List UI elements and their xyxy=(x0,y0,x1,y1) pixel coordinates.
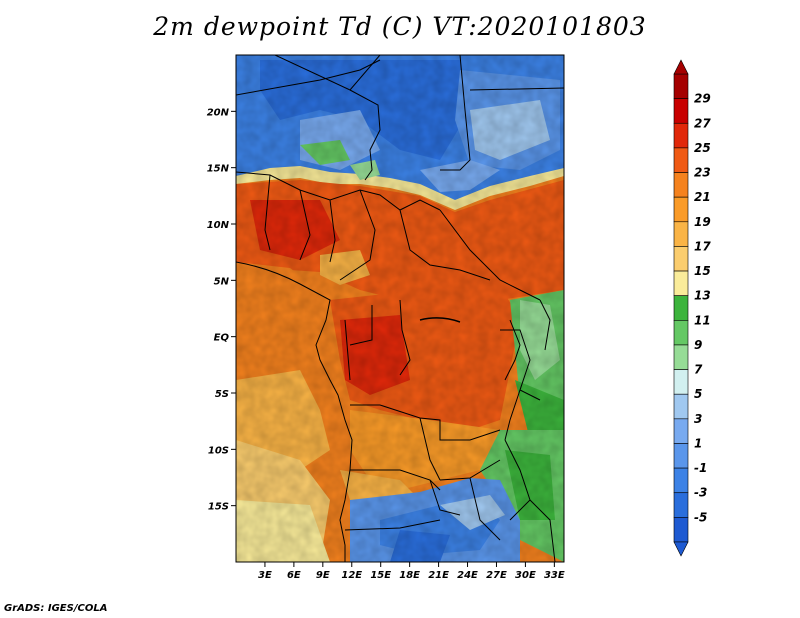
colorbar-label: 23 xyxy=(694,166,711,180)
dewpoint-field xyxy=(236,55,564,562)
colorbar-swatch xyxy=(673,418,689,444)
colorbar-label: 29 xyxy=(694,92,711,106)
colorbar-swatch xyxy=(673,393,689,420)
x-tick-label: 9E xyxy=(316,570,330,581)
x-tick-label: 15E xyxy=(370,570,391,581)
colorbar-swatch xyxy=(673,172,689,198)
colorbar-swatch xyxy=(673,196,689,223)
colorbar-label: 17 xyxy=(694,239,711,253)
x-tick-label: 24E xyxy=(457,570,478,581)
x-tick-label: 3E xyxy=(258,570,272,581)
colorbar-swatch xyxy=(673,344,689,370)
colorbar-swatch xyxy=(673,270,689,296)
x-tick-label: 30E xyxy=(515,570,536,581)
colorbar-label: -5 xyxy=(694,510,707,524)
colorbar-swatch xyxy=(673,295,689,321)
colorbar-swatch xyxy=(673,517,689,543)
colorbar-swatch xyxy=(673,246,689,272)
colorbar-label: 27 xyxy=(694,116,711,130)
colorbar-swatch xyxy=(673,492,689,518)
y-tick-label: 5S xyxy=(215,389,229,400)
colorbar-swatch xyxy=(673,443,689,469)
y-tick-label: 5N xyxy=(214,276,230,287)
y-tick-label: EQ xyxy=(214,333,230,344)
x-axis: 3E 6E 9E 12E 15E 18E 21E 24E 27E 30E 33E xyxy=(258,562,565,581)
y-axis: 20N 15N 10N 5N EQ 5S 10S 15S xyxy=(207,107,236,513)
y-tick-label: 15N xyxy=(207,164,230,175)
x-tick-label: 27E xyxy=(486,570,507,581)
colorbar-label: 1 xyxy=(694,436,702,450)
colorbar-label: 21 xyxy=(694,190,711,204)
y-tick-label: 10N xyxy=(207,220,230,231)
colorbar-swatch xyxy=(673,73,689,99)
map-title: 2m dewpoint Td (C) VT:2020101803 xyxy=(153,12,647,41)
colorbar-label: -3 xyxy=(694,486,707,500)
grads-credit: GrADS: IGES/COLA xyxy=(4,603,108,614)
colorbar-swatch xyxy=(673,320,689,346)
colorbar-label: 19 xyxy=(694,215,711,229)
colorbar-swatch xyxy=(673,98,689,124)
country-borders xyxy=(236,55,564,562)
colorbar-label: 15 xyxy=(694,264,711,278)
x-tick-label: 33E xyxy=(544,570,565,581)
y-tick-label: 10S xyxy=(208,445,229,456)
colorbar-label: 9 xyxy=(694,338,702,352)
y-tick-label: 20N xyxy=(207,107,230,118)
x-tick-label: 12E xyxy=(341,570,362,581)
colorbar-label: 7 xyxy=(694,363,703,377)
colorbar-swatch xyxy=(673,147,689,173)
map-frame xyxy=(235,54,565,563)
colorbar-label: 5 xyxy=(694,387,702,401)
colorbar-label: 3 xyxy=(694,412,702,426)
colorbar: 29 27 25 23 21 19 17 15 13 11 9 7 5 3 1 -1 -3 -5 xyxy=(673,59,711,557)
colorbar-label: 11 xyxy=(694,313,711,327)
x-tick-label: 21E xyxy=(428,570,449,581)
x-tick-label: 6E xyxy=(287,570,301,581)
y-tick-label: 15S xyxy=(208,502,229,513)
colorbar-swatch xyxy=(673,221,689,247)
colorbar-swatch xyxy=(673,369,689,395)
colorbar-swatch xyxy=(673,467,689,494)
colorbar-label: 25 xyxy=(694,141,711,155)
colorbar-under-arrow xyxy=(673,541,689,557)
colorbar-label: -1 xyxy=(694,461,707,475)
colorbar-over-arrow xyxy=(673,59,689,75)
colorbar-label: 13 xyxy=(694,289,711,303)
x-tick-label: 18E xyxy=(399,570,420,581)
colorbar-swatch xyxy=(673,122,689,149)
